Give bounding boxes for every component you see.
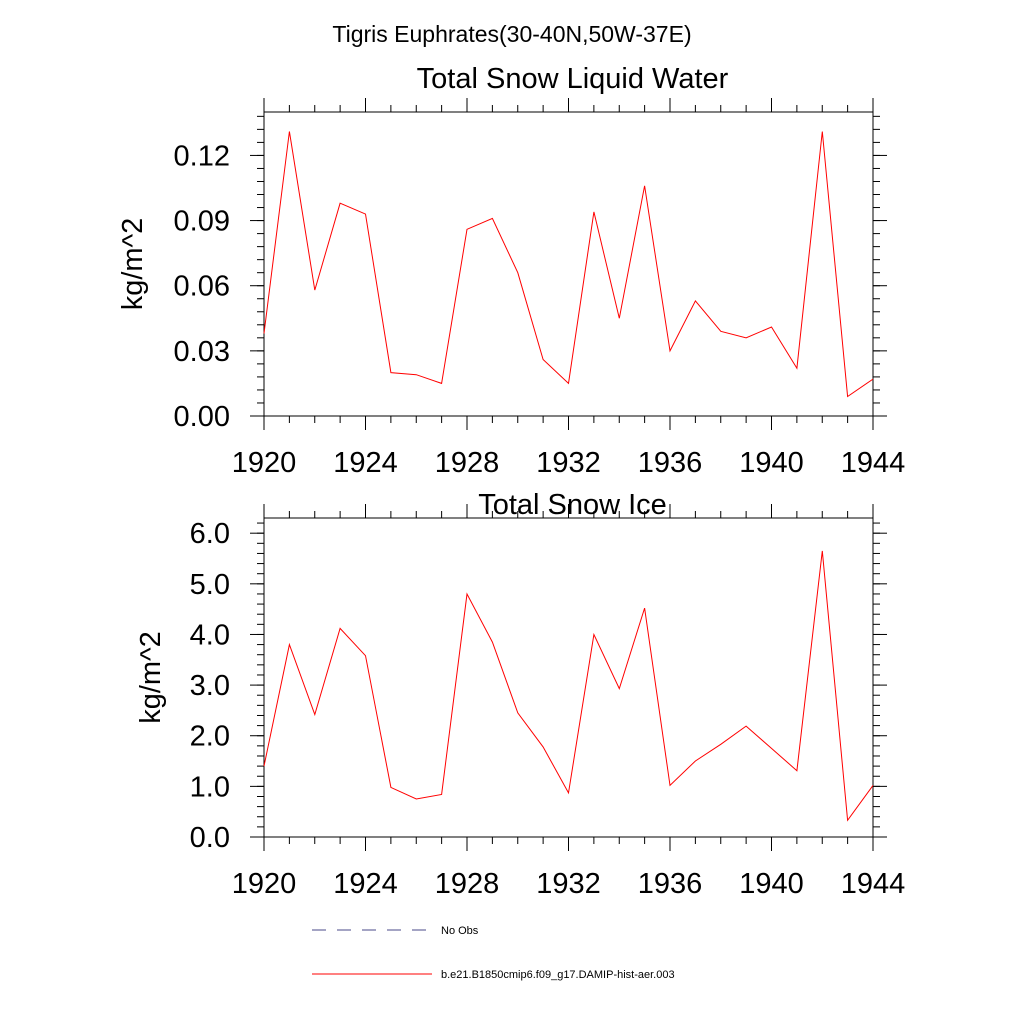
y-tick-label: 0.03: [174, 336, 230, 368]
y-tick-label: 0.09: [174, 206, 230, 238]
x-tick-label: 1936: [638, 868, 703, 900]
series-line: [263, 131, 874, 398]
y-axis-label: kg/m^2: [117, 218, 149, 311]
x-tick-label: 1940: [739, 447, 804, 479]
y-tick-label: 4.0: [190, 619, 230, 651]
y-tick-label: 0.00: [174, 401, 230, 433]
plot-frame: [263, 517, 874, 838]
x-tick-label: 1944: [841, 447, 906, 479]
y-tick-label: 0.12: [174, 140, 230, 172]
legend: No Obs b.e21.B1850cmip6.f09_g17.DAMIP-hi…: [312, 925, 675, 981]
chart-panel-snow-liquid-water: 1920 1924 1928 1932 1936 1940 1944 0.00 0.03 0.06…: [117, 63, 905, 479]
x-tick-label: 1924: [333, 447, 398, 479]
y-tick-label: 5.0: [190, 569, 230, 601]
y-tick-label: 0.06: [174, 271, 230, 303]
y-tick-label: 0.0: [190, 822, 230, 854]
series-line: [263, 550, 874, 822]
x-tick-label: 1936: [638, 447, 703, 479]
chart-panel-snow-ice: 1920 1924 1928 1932 1936 1940 1944 0.0 1.0 2.0 3.0…: [135, 489, 905, 900]
x-tick-label: 1920: [232, 447, 297, 479]
legend-label-no-obs: No Obs: [441, 925, 479, 937]
y-axis-label: kg/m^2: [135, 631, 167, 724]
y-tick-label: 2.0: [190, 721, 230, 753]
x-tick-label: 1932: [536, 868, 601, 900]
y-tick-label: 3.0: [190, 670, 230, 702]
y-tick-label: 1.0: [190, 771, 230, 803]
legend-label-model-run: b.e21.B1850cmip6.f09_g17.DAMIP-hist-aer.…: [441, 969, 675, 981]
chart-title: Total Snow Ice: [478, 489, 667, 521]
chart-title: Total Snow Liquid Water: [417, 63, 729, 95]
x-tick-label: 1924: [333, 868, 398, 900]
y-tick-label: 6.0: [190, 518, 230, 550]
x-tick-label: 1940: [739, 868, 804, 900]
x-tick-label: 1928: [435, 868, 500, 900]
x-tick-label: 1920: [232, 868, 297, 900]
x-tick-label: 1932: [536, 447, 601, 479]
plot-frame: [263, 111, 874, 417]
figure-suptitle: Tigris Euphrates(30-40N,50W-37E): [332, 21, 691, 47]
x-tick-label: 1928: [435, 447, 500, 479]
x-tick-label: 1944: [841, 868, 906, 900]
